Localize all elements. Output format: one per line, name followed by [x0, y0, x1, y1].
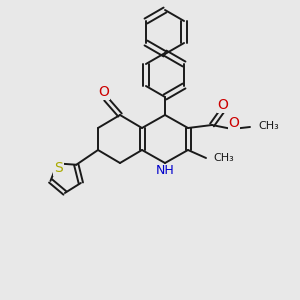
Text: CH₃: CH₃	[258, 121, 279, 131]
Text: S: S	[54, 161, 63, 176]
Text: O: O	[218, 98, 228, 112]
Text: O: O	[99, 85, 110, 99]
Text: O: O	[229, 116, 239, 130]
Text: NH: NH	[156, 164, 174, 178]
Text: CH₃: CH₃	[213, 153, 234, 163]
